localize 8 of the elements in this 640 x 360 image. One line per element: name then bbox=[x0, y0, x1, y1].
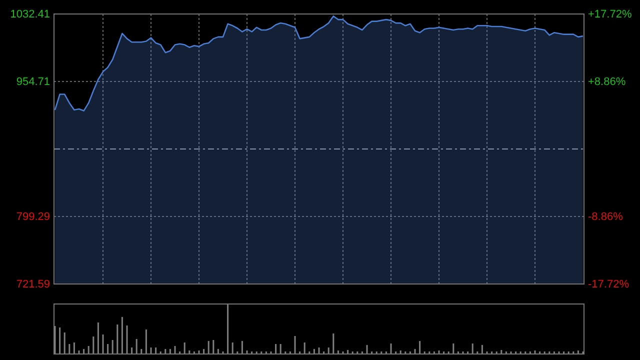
y2-tick-label: -17.72% bbox=[588, 278, 630, 291]
y2-tick-label: +8.86% bbox=[588, 76, 626, 88]
y-tick-label: 721.59 bbox=[16, 278, 50, 291]
y-tick-label: 799.29 bbox=[16, 211, 50, 224]
y2-tick-label: -8.86% bbox=[588, 211, 624, 224]
y-tick-label: 1032.41 bbox=[10, 8, 50, 21]
y2-tick-label: +17.72% bbox=[588, 8, 632, 21]
y-tick-label: 954.71 bbox=[16, 76, 50, 88]
